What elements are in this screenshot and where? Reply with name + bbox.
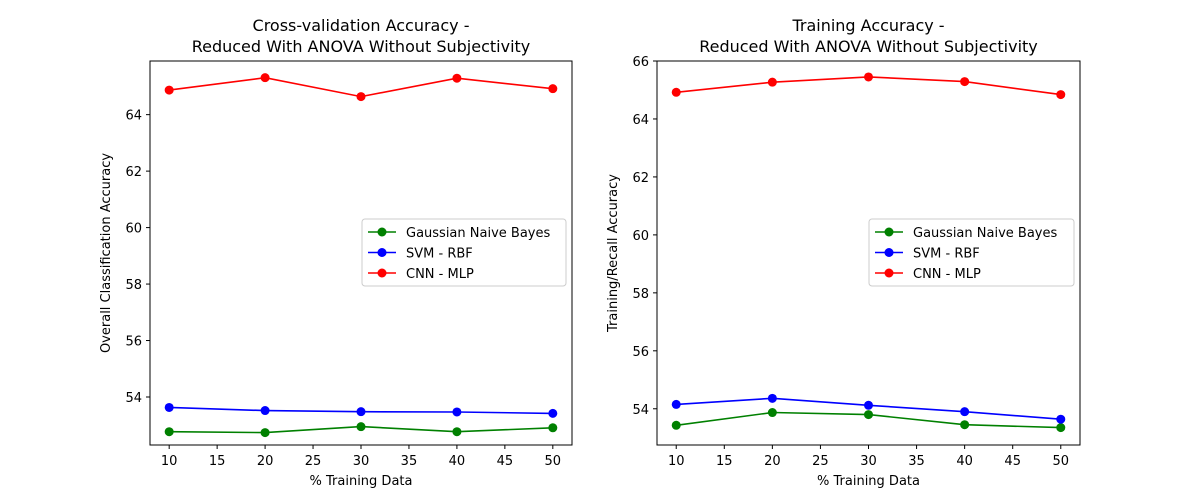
chart1-series-point-2	[164, 402, 174, 412]
chart2-series-point-2	[767, 393, 777, 403]
chart1-series-point-3	[356, 92, 366, 102]
chart1-legend-label-2: SVM - RBF	[406, 247, 473, 262]
chart1-series-point-1	[452, 427, 462, 437]
chart1-y-tick-label: 58	[125, 278, 142, 293]
chart2-y-tick-label: 54	[632, 403, 649, 418]
chart1-series-point-1	[356, 422, 366, 432]
chart2-subtitle: Reduced With ANOVA Without Subjectivity	[699, 37, 1038, 56]
chart2-title: Training Accuracy -	[791, 16, 944, 35]
chart1-legend-label-1: Gaussian Naive Bayes	[406, 226, 550, 241]
chart1-series-point-3	[164, 85, 174, 95]
chart2-series-point-3	[671, 87, 681, 97]
chart2-x-tick-label: 35	[908, 454, 925, 469]
chart1-x-tick-label: 25	[305, 454, 322, 469]
chart1-series-point-1	[164, 427, 174, 437]
chart2-y-tick-label: 66	[632, 55, 649, 70]
chart2-legend-marker-3	[884, 268, 894, 278]
chart2-x-tick-label: 50	[1052, 454, 1069, 469]
chart2-legend-marker-1	[884, 227, 894, 237]
chart2-axes-frame	[656, 60, 1081, 446]
chart1-x-tick-label: 15	[209, 454, 226, 469]
chart2-x-axis-label: % Training Data	[817, 474, 920, 489]
chart2-series-point-2	[671, 399, 681, 409]
chart2-x-tick-label: 10	[668, 454, 685, 469]
chart2-x-tick-label: 30	[860, 454, 877, 469]
chart2-y-tick-label: 58	[632, 287, 649, 302]
chart2-series-point-1	[864, 410, 873, 420]
chart1-x-axis-label: % Training Data	[310, 474, 413, 489]
chart2-series-point-1	[1056, 423, 1066, 433]
chart1-x-tick-label: 50	[545, 454, 562, 469]
chart2-series-point-2	[864, 400, 873, 410]
chart1-y-tick-label: 56	[125, 335, 142, 350]
chart2-y-axis-label: Training/Recall Accuracy	[606, 174, 621, 333]
chart1-legend-marker-3	[377, 268, 387, 278]
chart2-legend-label-1: Gaussian Naive Bayes	[913, 226, 1057, 241]
chart2-series-point-1	[960, 420, 970, 430]
chart1-legend-label-3: CNN - MLP	[406, 267, 474, 282]
chart2-x-tick-label: 40	[956, 454, 973, 469]
chart1-series-point-1	[260, 428, 270, 438]
chart1-legend-box	[361, 218, 567, 287]
chart1-series-point-2	[452, 407, 462, 417]
chart2-legend-marker-2	[884, 248, 894, 257]
chart1-y-tick-label: 62	[125, 165, 142, 180]
chart1-series-point-3	[452, 73, 462, 83]
chart2-y-tick-label: 64	[632, 113, 649, 128]
chart1-series-point-1	[548, 423, 558, 433]
chart2-series-point-3	[1056, 90, 1066, 100]
chart2-x-tick-label: 45	[1004, 454, 1021, 469]
chart2-x-tick-label: 20	[764, 454, 781, 469]
chart1-x-tick-label: 30	[353, 454, 370, 469]
chart2-x-tick-label: 25	[812, 454, 829, 469]
chart2-y-tick-label: 56	[632, 345, 649, 360]
chart1-x-tick-label: 20	[257, 454, 274, 469]
chart2-series-point-3	[767, 77, 777, 87]
chart2-series-point-2	[960, 407, 970, 417]
chart1-x-tick-label: 40	[449, 454, 466, 469]
chart2-series-point-1	[671, 420, 681, 430]
chart1-x-tick-label: 10	[161, 454, 178, 469]
chart2-series-point-3	[960, 77, 970, 87]
chart1-y-tick-label: 54	[125, 391, 142, 406]
chart2-legend-label-2: SVM - RBF	[913, 247, 980, 262]
chart1-legend-marker-1	[377, 227, 387, 237]
chart1-y-axis-label: Overall Classification Accuracy	[99, 153, 114, 353]
chart1-legend-marker-2	[377, 248, 387, 257]
chart1-x-tick-label: 35	[401, 454, 418, 469]
chart2-legend-box	[868, 218, 1075, 287]
chart2-y-tick-label: 60	[632, 229, 649, 244]
chart2-x-tick-label: 15	[716, 454, 733, 469]
chart2-y-tick-label: 62	[632, 171, 649, 186]
chart1-y-tick-label: 60	[125, 222, 142, 237]
chart2-series-point-2	[1056, 414, 1066, 424]
chart2-series-point-1	[767, 408, 777, 418]
chart1-y-tick-label: 64	[125, 109, 142, 124]
chart1-axes-frame	[149, 60, 573, 446]
chart1-series-point-2	[548, 408, 558, 418]
chart1-subtitle: Reduced With ANOVA Without Subjectivity	[192, 37, 531, 56]
chart1-x-tick-label: 45	[497, 454, 514, 469]
chart1-title: Cross-validation Accuracy -	[253, 16, 470, 35]
chart2-series-point-3	[864, 72, 873, 82]
chart1-series-point-3	[260, 73, 270, 83]
chart1-series-point-3	[548, 84, 558, 94]
chart1-series-point-2	[356, 407, 366, 417]
chart1-series-point-2	[260, 406, 270, 416]
chart2-legend-label-3: CNN - MLP	[913, 267, 981, 282]
